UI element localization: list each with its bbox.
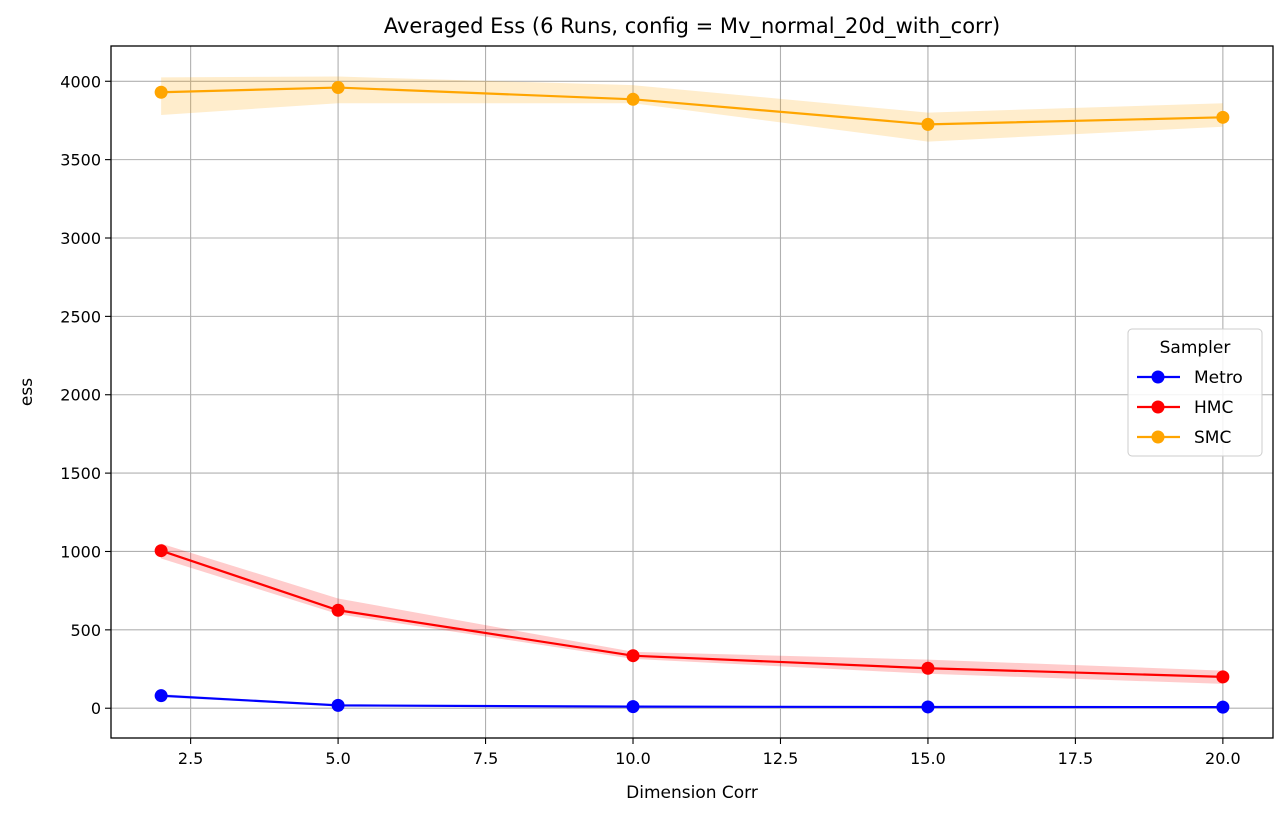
- legend-swatch-marker: [1151, 430, 1165, 444]
- x-tick-label: 7.5: [473, 749, 498, 768]
- y-tick-label: 3000: [60, 229, 101, 248]
- y-tick-label: 500: [70, 621, 101, 640]
- legend-box: [1127, 328, 1263, 457]
- x-tick-label: 5.0: [325, 749, 350, 768]
- legend-title: Sampler: [1160, 338, 1231, 358]
- legend-items: Metro HMC SMC: [1137, 368, 1243, 448]
- chart-title: Averaged Ess (6 Runs, config = Mv_normal…: [384, 14, 1000, 39]
- legend-label: SMC: [1194, 428, 1231, 448]
- y-tick-label: 1000: [60, 542, 101, 561]
- y-axis-label: ess: [17, 378, 37, 406]
- legend-swatch-marker: [1151, 400, 1165, 414]
- y-tick-label: 4000: [60, 72, 101, 91]
- legend-item-smc: SMC: [1137, 428, 1231, 448]
- legend: Sampler Metro HMC SMC: [1127, 328, 1263, 457]
- x-tick-label: 17.5: [1058, 749, 1094, 768]
- grid: [111, 46, 1273, 738]
- smc-data-point: [331, 81, 345, 95]
- y-tick-label: 2000: [60, 386, 101, 405]
- smc-data-point: [154, 85, 168, 99]
- x-tick-label: 15.0: [910, 749, 946, 768]
- hmc-data-point: [1216, 670, 1230, 684]
- x-axis-ticks: 2.5 5.0 7.5 10.0 12.5 15.0 17.5 20.0: [178, 738, 1241, 768]
- legend-item-metro: Metro: [1137, 368, 1243, 388]
- metro-data-point: [331, 698, 345, 712]
- x-tick-label: 2.5: [178, 749, 203, 768]
- smc-data-point: [626, 92, 640, 106]
- smc-data-point: [1216, 110, 1230, 124]
- hmc-data-point: [331, 603, 345, 617]
- plot-frame: [110, 45, 1274, 739]
- hmc-data-point: [626, 649, 640, 663]
- x-tick-label: 20.0: [1205, 749, 1241, 768]
- hmc-data-point: [921, 661, 935, 675]
- x-axis-label: Dimension Corr: [626, 783, 758, 803]
- confidence-bands: [161, 76, 1223, 708]
- legend-label: HMC: [1194, 398, 1233, 418]
- hmc-data-point: [154, 544, 168, 558]
- y-tick-label: 3500: [60, 151, 101, 170]
- legend-swatch-marker: [1151, 370, 1165, 384]
- smc-confidence-band: [161, 76, 1223, 142]
- legend-item-hmc: HMC: [1137, 398, 1233, 418]
- metro-data-point: [921, 700, 935, 714]
- legend-label: Metro: [1194, 368, 1243, 388]
- x-tick-label: 10.0: [615, 749, 651, 768]
- metro-data-point: [626, 700, 640, 714]
- series-points: [154, 81, 1230, 714]
- metro-data-point: [154, 689, 168, 703]
- metro-data-point: [1216, 700, 1230, 714]
- hmc-confidence-band: [161, 543, 1223, 684]
- y-axis-ticks: 0 500 1000 1500 2000 2500 3000 3500 4000: [60, 72, 111, 718]
- x-tick-label: 12.5: [763, 749, 799, 768]
- y-tick-label: 2500: [60, 307, 101, 326]
- smc-data-point: [921, 117, 935, 131]
- y-tick-label: 0: [91, 699, 101, 718]
- y-tick-label: 1500: [60, 464, 101, 483]
